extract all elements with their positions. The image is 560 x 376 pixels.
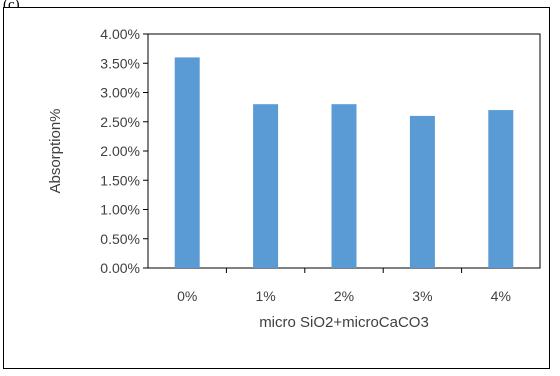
- x-category-label: 3%: [412, 288, 432, 304]
- y-tick-label: 0.00%: [100, 260, 140, 276]
- y-tick-label: 2.00%: [100, 143, 140, 159]
- x-category-label: 0%: [177, 288, 197, 304]
- y-axis-title: Absorption%: [47, 108, 64, 193]
- x-axis-ticks: [225, 268, 463, 273]
- bar: [331, 104, 357, 268]
- y-axis-ticks: [143, 33, 148, 269]
- y-tick-label: 2.50%: [100, 114, 140, 130]
- y-tick-label: 1.50%: [100, 172, 140, 188]
- x-category-label: 1%: [255, 288, 275, 304]
- x-category-label: 4%: [491, 288, 511, 304]
- bar: [253, 104, 279, 268]
- y-tick-label: 3.50%: [100, 55, 140, 71]
- x-axis-category-labels: 0% 1% 2% 3% 4%: [177, 288, 511, 304]
- bar: [174, 57, 200, 269]
- x-category-label: 2%: [334, 288, 354, 304]
- y-tick-label: 0.50%: [100, 231, 140, 247]
- bar: [488, 110, 514, 268]
- bars: [174, 57, 514, 269]
- y-tick-label: 4.00%: [100, 26, 140, 42]
- y-tick-label: 3.00%: [100, 85, 140, 101]
- bar: [409, 115, 435, 269]
- y-tick-label: 1.00%: [100, 202, 140, 218]
- y-axis-tick-labels: 0.00% 0.50% 1.00% 1.50% 2.00% 2.50% 3.00% 3.50%…: [100, 26, 140, 276]
- x-axis-title: micro SiO2+microCaCO3: [259, 314, 429, 331]
